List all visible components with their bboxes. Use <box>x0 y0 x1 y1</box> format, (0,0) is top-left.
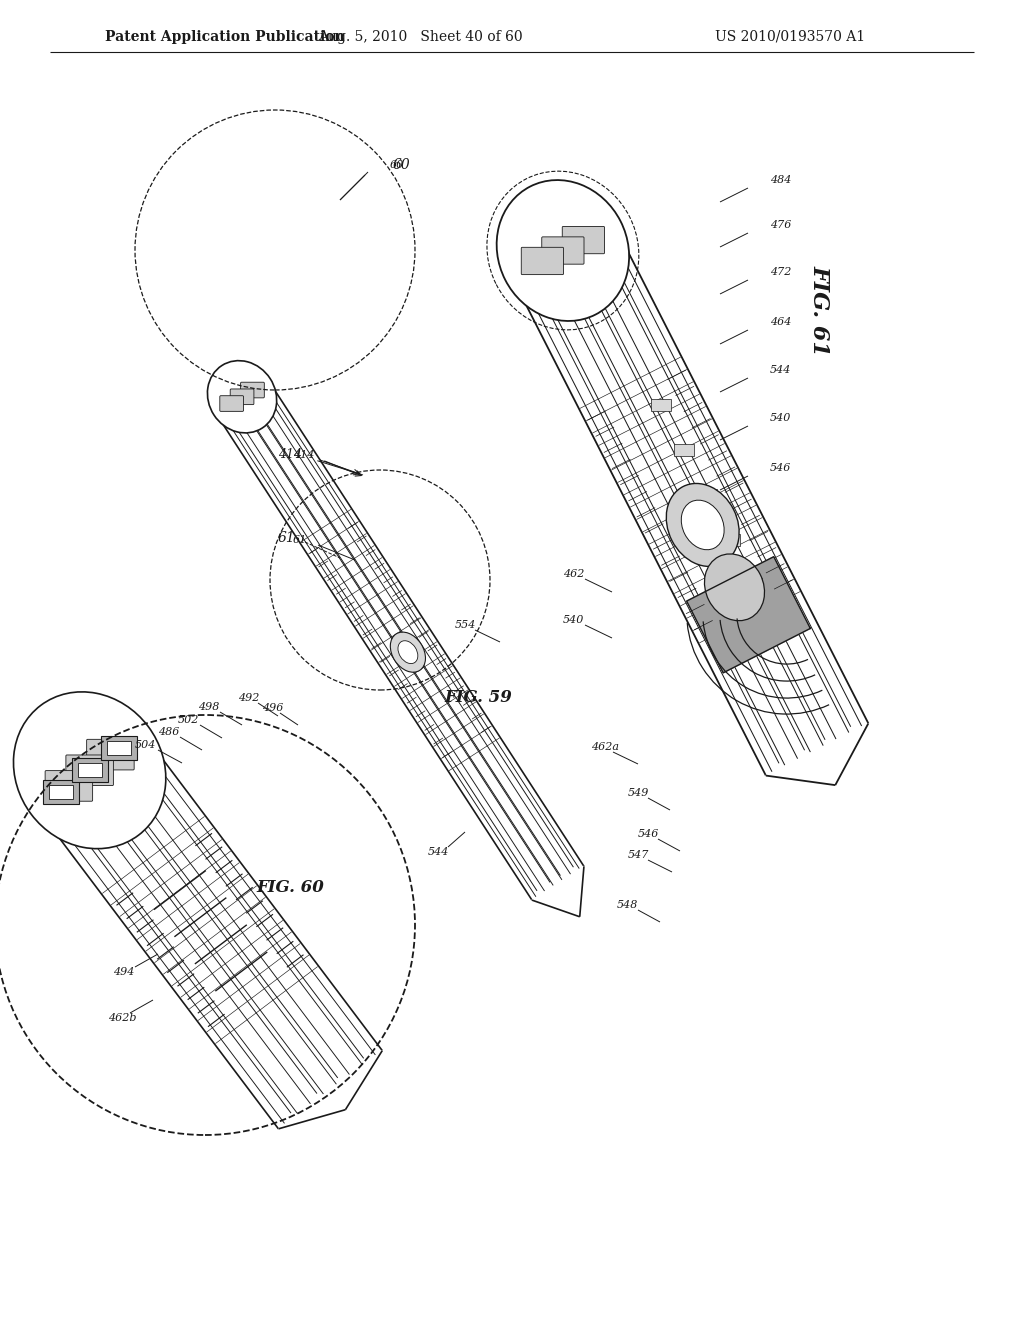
Polygon shape <box>38 731 382 1129</box>
FancyBboxPatch shape <box>87 739 134 770</box>
Ellipse shape <box>497 180 629 321</box>
Text: 546: 546 <box>638 829 659 840</box>
Polygon shape <box>512 224 868 776</box>
Text: 462: 462 <box>563 569 585 579</box>
Text: 462a: 462a <box>591 742 618 752</box>
Text: FIG. 60: FIG. 60 <box>256 879 324 896</box>
Ellipse shape <box>667 483 739 566</box>
Polygon shape <box>766 723 868 785</box>
Text: FIG. 61: FIG. 61 <box>809 264 831 355</box>
Text: 502: 502 <box>178 715 200 725</box>
FancyBboxPatch shape <box>43 780 79 804</box>
FancyBboxPatch shape <box>72 758 108 783</box>
Ellipse shape <box>390 632 425 672</box>
Polygon shape <box>216 380 584 900</box>
Text: 476: 476 <box>770 220 792 230</box>
Ellipse shape <box>13 692 166 849</box>
FancyBboxPatch shape <box>720 533 739 545</box>
FancyBboxPatch shape <box>521 247 563 275</box>
Text: 61: 61 <box>278 531 296 545</box>
Text: US 2010/0193570 A1: US 2010/0193570 A1 <box>715 30 865 44</box>
Ellipse shape <box>398 640 418 664</box>
Text: 484: 484 <box>770 176 792 185</box>
Text: 60: 60 <box>393 158 411 172</box>
Text: 549: 549 <box>628 788 649 799</box>
FancyBboxPatch shape <box>220 396 244 412</box>
Text: 414: 414 <box>278 449 302 462</box>
Polygon shape <box>687 557 810 673</box>
Text: 462b: 462b <box>108 1012 136 1023</box>
FancyBboxPatch shape <box>651 399 671 411</box>
Text: 60: 60 <box>390 160 404 170</box>
Text: Patent Application Publication: Patent Application Publication <box>105 30 345 44</box>
FancyBboxPatch shape <box>542 236 584 264</box>
Text: 547: 547 <box>628 850 649 861</box>
Text: Aug. 5, 2010   Sheet 40 of 60: Aug. 5, 2010 Sheet 40 of 60 <box>317 30 522 44</box>
FancyBboxPatch shape <box>674 444 693 455</box>
FancyBboxPatch shape <box>230 389 254 405</box>
Text: 472: 472 <box>770 267 792 277</box>
FancyBboxPatch shape <box>78 763 101 777</box>
Text: 492: 492 <box>238 693 259 704</box>
Text: 540: 540 <box>770 413 792 422</box>
Text: 464: 464 <box>770 317 792 327</box>
FancyBboxPatch shape <box>106 742 131 755</box>
Text: 540: 540 <box>563 615 585 624</box>
FancyBboxPatch shape <box>742 578 763 590</box>
Text: 554: 554 <box>455 620 476 630</box>
Text: 546: 546 <box>770 463 792 473</box>
FancyBboxPatch shape <box>45 771 92 801</box>
Text: 544: 544 <box>770 366 792 375</box>
Text: 498: 498 <box>198 702 219 711</box>
Polygon shape <box>279 1051 382 1129</box>
Text: 414: 414 <box>293 450 314 459</box>
Text: 496: 496 <box>262 704 284 713</box>
Text: 504: 504 <box>135 741 157 750</box>
Ellipse shape <box>208 360 276 433</box>
Ellipse shape <box>681 500 724 549</box>
FancyBboxPatch shape <box>100 737 137 760</box>
FancyBboxPatch shape <box>66 755 114 785</box>
Ellipse shape <box>705 554 765 620</box>
Text: 544: 544 <box>428 847 450 857</box>
Text: 494: 494 <box>113 968 134 977</box>
Polygon shape <box>531 866 584 917</box>
Text: 548: 548 <box>617 900 638 909</box>
FancyBboxPatch shape <box>241 383 264 397</box>
FancyBboxPatch shape <box>696 488 717 500</box>
FancyBboxPatch shape <box>48 785 73 799</box>
Text: 486: 486 <box>158 727 179 737</box>
Text: FIG. 59: FIG. 59 <box>444 689 512 706</box>
FancyBboxPatch shape <box>562 227 604 253</box>
Text: 61: 61 <box>293 535 307 545</box>
